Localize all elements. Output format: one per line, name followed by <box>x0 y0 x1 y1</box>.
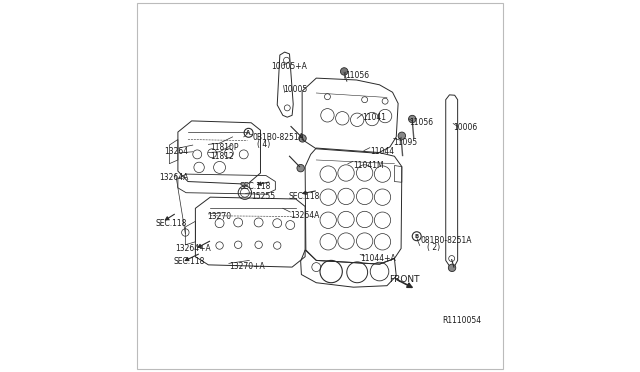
Text: 11044+A: 11044+A <box>360 254 396 263</box>
Text: 10005: 10005 <box>284 85 308 94</box>
Circle shape <box>297 164 305 172</box>
Text: 13270: 13270 <box>207 212 232 221</box>
Text: SEC.118: SEC.118 <box>173 257 204 266</box>
Text: 11041: 11041 <box>362 113 387 122</box>
Circle shape <box>449 264 456 272</box>
Text: 13264: 13264 <box>164 147 189 156</box>
Text: 13264+A: 13264+A <box>175 244 211 253</box>
Text: FRONT: FRONT <box>389 275 419 283</box>
Circle shape <box>299 135 306 142</box>
Circle shape <box>408 115 416 123</box>
Text: 13264A: 13264A <box>291 211 319 220</box>
Text: 0B1B0-8251A: 0B1B0-8251A <box>252 133 304 142</box>
Text: 13264A: 13264A <box>159 173 189 182</box>
Text: 15255: 15255 <box>252 192 276 201</box>
Text: 11810P: 11810P <box>211 143 239 152</box>
Text: 11044: 11044 <box>370 147 394 156</box>
Text: 13270+A: 13270+A <box>229 262 264 271</box>
Text: R1110054: R1110054 <box>442 316 481 325</box>
Text: 11812: 11812 <box>211 152 234 161</box>
Text: A: A <box>246 130 251 135</box>
Text: SEC.118: SEC.118 <box>239 182 271 191</box>
Text: SEC.118: SEC.118 <box>156 219 187 228</box>
Text: ( 4): ( 4) <box>257 140 270 148</box>
Circle shape <box>340 68 348 75</box>
Text: SEC.118: SEC.118 <box>289 192 320 201</box>
Text: 10006: 10006 <box>453 123 477 132</box>
Circle shape <box>398 132 406 140</box>
Text: 11095: 11095 <box>394 138 418 147</box>
Text: 081B0-8251A: 081B0-8251A <box>420 236 472 245</box>
Text: 11041M: 11041M <box>353 161 383 170</box>
Text: 10005+A: 10005+A <box>271 62 307 71</box>
Text: 11056: 11056 <box>346 71 369 80</box>
Text: 11056: 11056 <box>410 118 433 127</box>
Text: B: B <box>415 234 419 239</box>
Text: ( 2): ( 2) <box>427 243 440 251</box>
